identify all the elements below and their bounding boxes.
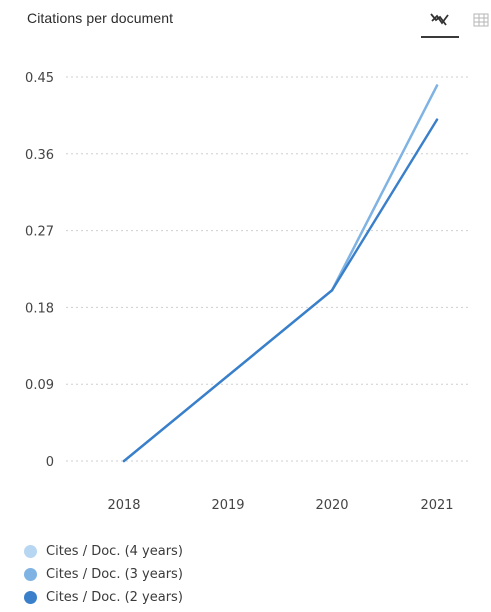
legend-label: Cites / Doc. (4 years) (46, 544, 183, 559)
x-tick-label: 2018 (107, 498, 140, 513)
y-tick-label: 0 (46, 455, 54, 470)
legend-item[interactable]: Cites / Doc. (2 years) (24, 586, 183, 609)
y-tick-label: 0.18 (25, 301, 54, 316)
data-point (435, 84, 439, 87)
chart-title: Citations per document (27, 10, 174, 26)
legend-swatch (24, 568, 37, 581)
data-point (226, 374, 230, 377)
data-point (435, 118, 439, 121)
line-chart-view-button[interactable] (421, 4, 459, 38)
series-line (122, 118, 439, 463)
x-tick-label: 2020 (315, 498, 348, 513)
legend-label: Cites / Doc. (2 years) (46, 590, 183, 605)
line-chart-icon (430, 13, 449, 26)
x-tick-label: 2019 (211, 498, 244, 513)
legend-label: Cites / Doc. (3 years) (46, 567, 183, 582)
y-tick-label: 0.27 (25, 225, 54, 240)
series-line (122, 84, 439, 463)
line-chart: 0 0.09 0.18 0.27 0.36 0.45 2018 2019 2020 2021 (25, 71, 470, 513)
data-point (122, 459, 126, 463)
legend-item[interactable]: Cites / Doc. (4 years) (24, 540, 183, 563)
y-tick-label: 0.09 (25, 378, 54, 393)
x-tick-label: 2021 (420, 498, 453, 513)
chart-header: Citations per document (0, 0, 491, 42)
chart-legend: Cites / Doc. (4 years) Cites / Doc. (3 ye… (24, 540, 183, 609)
legend-item[interactable]: Cites / Doc. (3 years) (24, 563, 183, 586)
y-tick-label: 0.45 (25, 71, 54, 86)
table-grid-icon (473, 13, 489, 27)
table-view-button[interactable] (462, 4, 491, 36)
y-tick-label: 0.36 (25, 148, 54, 163)
legend-swatch (24, 591, 37, 604)
series-line (122, 84, 439, 463)
legend-swatch (24, 545, 37, 558)
data-point (330, 289, 334, 292)
